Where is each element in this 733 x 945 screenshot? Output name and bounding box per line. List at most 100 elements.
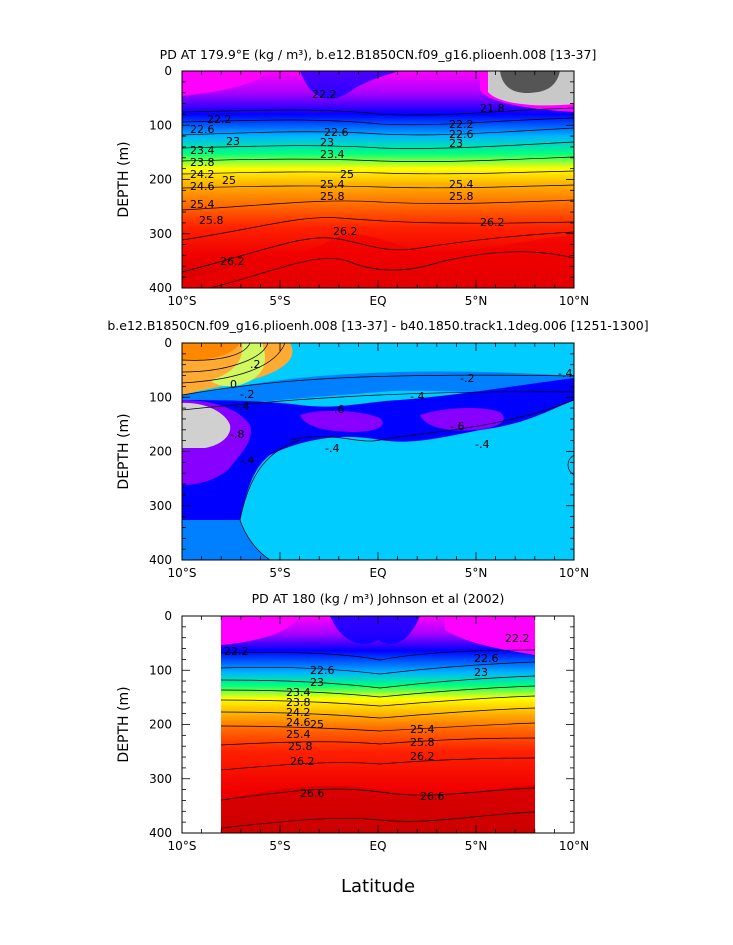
contour-label: -.4 — [240, 454, 254, 467]
contour-label: 23 — [310, 676, 324, 689]
contour-label: 23.4 — [286, 686, 311, 699]
contour-label: 26.2 — [220, 255, 245, 268]
x-axis-label: Latitude — [341, 876, 415, 897]
x-tick-label: 5°S — [269, 294, 290, 308]
y-tick-label: 300 — [149, 772, 172, 786]
contour-label: 0 — [230, 378, 237, 391]
y-tick-label: 400 — [149, 826, 172, 840]
contour-label: 25.8 — [199, 214, 224, 227]
contour-label: 25.4 — [320, 178, 345, 191]
contour-label: 26.2 — [410, 750, 435, 763]
contour-label: 26.6 — [420, 790, 445, 803]
panel-1-contour-labels: 22.2 21.8 22.2 22.6 22.6 23 23 23.4 23.4… — [190, 88, 505, 268]
panel-2-contour-labels: .2 0 -.2 -.2 -.4 -.4 -.6 -.6 -.8 -.4 -.4… — [230, 358, 572, 467]
contour-label: 25.4 — [286, 728, 311, 741]
y-tick-label: 400 — [149, 553, 172, 567]
contour-label: 25.8 — [410, 736, 435, 749]
x-tick-label: 10°N — [559, 566, 589, 580]
panel-2-positive-core — [182, 343, 240, 360]
contour-label: 23 — [226, 135, 240, 148]
panel-3: PD AT 180 (kg / m³) Johnson et al (2002)… — [116, 591, 589, 853]
contour-label: 22.6 — [449, 128, 474, 141]
contour-label: -.8 — [230, 428, 244, 441]
contour-label: 23 — [474, 666, 488, 679]
contour-label: -.2 — [460, 372, 474, 385]
y-tick-label: 400 — [149, 281, 172, 295]
panel-1-lightest-core — [500, 71, 560, 93]
panel-1-axes: 10°S 5°S EQ 5°N 10°N 0 100 200 300 400 DEPTH (m) — [116, 64, 589, 308]
x-tick-label: 5°S — [269, 566, 290, 580]
contour-label: 26.2 — [333, 225, 358, 238]
contour-label: -.4 — [235, 400, 249, 413]
x-tick-label: 10°N — [559, 294, 589, 308]
contour-label: 22.2 — [312, 88, 337, 101]
x-tick-label: EQ — [369, 566, 386, 580]
contour-label: 23.4 — [320, 148, 345, 161]
contour-label: 22.2 — [224, 645, 249, 658]
y-axis-label: DEPTH (m) — [116, 141, 132, 217]
x-tick-label: 10°S — [168, 566, 197, 580]
contour-label: 23 — [449, 137, 463, 150]
panel-2: b.e12.B1850CN.f09_g16.plioenh.008 [13-37… — [107, 318, 648, 580]
contour-label: 22.6 — [474, 652, 499, 665]
contour-label: 23 — [320, 136, 334, 149]
panel-1-contours — [181, 107, 575, 289]
y-tick-label: 100 — [149, 663, 172, 677]
contour-label: -.6 — [450, 420, 464, 433]
y-tick-label: 300 — [149, 227, 172, 241]
contour-label: -.2 — [240, 388, 254, 401]
panel-1-surface-light-left — [182, 71, 270, 96]
contour-label: 22.6 — [324, 126, 349, 139]
panel-3-surface-light-right — [445, 616, 535, 655]
panel-2-band-neg — [182, 371, 574, 410]
contour-label: 25.4 — [449, 178, 474, 191]
contour-label: 25.8 — [449, 190, 474, 203]
x-tick-label: EQ — [369, 839, 386, 853]
contour-label: -.4 — [410, 390, 424, 403]
y-tick-label: 200 — [149, 445, 172, 459]
x-tick-label: 5°N — [465, 294, 488, 308]
contour-label: 24.6 — [190, 180, 215, 193]
contour-label: 25.4 — [410, 723, 435, 736]
panel-3-deep-dense-water — [221, 785, 535, 833]
contour-label: 21.8 — [480, 102, 505, 115]
contour-label: 25.8 — [320, 190, 345, 203]
x-tick-label: EQ — [369, 294, 386, 308]
x-tick-label: 5°N — [465, 839, 488, 853]
y-axis-label: DEPTH (m) — [116, 413, 132, 489]
contour-label: 22.2 — [449, 118, 474, 131]
contour-label: 26.2 — [290, 755, 315, 768]
contour-label: -.4 — [475, 438, 489, 451]
panel-1: PD AT 179.9°E (kg / m³), b.e12.B1850CN.f… — [116, 47, 596, 308]
contour-label: 22.6 — [190, 123, 215, 136]
y-tick-label: 100 — [149, 118, 172, 132]
y-tick-label: 0 — [164, 609, 172, 623]
x-tick-label: 10°S — [168, 294, 197, 308]
panel-1-deep-dense-water — [182, 234, 574, 288]
contour-label: 22.6 — [310, 664, 335, 677]
panel-2-deep-band — [182, 520, 270, 560]
contour-label: -.4 — [558, 367, 572, 380]
contour-label: 24.6 — [286, 716, 311, 729]
contour-label: 25.8 — [288, 740, 313, 753]
contour-label: 26.6 — [300, 787, 325, 800]
y-tick-label: 200 — [149, 718, 172, 732]
contour-label: 24.2 — [190, 168, 215, 181]
panel-2-minimum-center — [300, 410, 383, 432]
contour-label: 24.2 — [286, 706, 311, 719]
panel-1-upwelling-dome — [300, 71, 400, 99]
panel-3-contour-labels: 22.2 22.2 22.6 22.6 23 23 23.4 23.8 24.2… — [224, 632, 530, 803]
contour-label: -.6 — [330, 403, 344, 416]
y-tick-label: 100 — [149, 390, 172, 404]
contour-label: 22.2 — [207, 113, 232, 126]
panel-3-upwelling-dome — [330, 616, 420, 644]
contour-label: 25.4 — [190, 198, 215, 211]
y-tick-label: 0 — [164, 336, 172, 350]
panel-3-title: PD AT 180 (kg / m³) Johnson et al (2002) — [252, 591, 505, 606]
x-tick-label: 5°S — [269, 839, 290, 853]
x-tick-label: 5°N — [465, 566, 488, 580]
contour-label: .2 — [250, 358, 261, 371]
contour-label: -.4 — [325, 442, 339, 455]
y-tick-label: 0 — [164, 64, 172, 78]
